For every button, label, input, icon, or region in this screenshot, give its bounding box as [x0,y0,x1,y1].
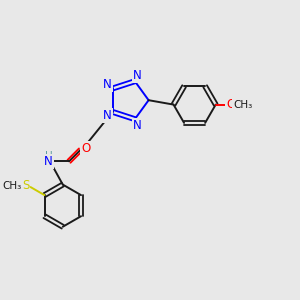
Text: CH₃: CH₃ [2,181,21,190]
Text: S: S [22,179,29,192]
Text: N: N [103,109,112,122]
Text: O: O [81,142,90,155]
Text: O: O [226,98,236,111]
Text: H: H [45,151,52,161]
Text: CH₃: CH₃ [233,100,253,110]
Text: N: N [133,119,141,132]
Text: N: N [133,69,141,82]
Text: N: N [103,78,112,91]
Text: N: N [44,155,53,168]
